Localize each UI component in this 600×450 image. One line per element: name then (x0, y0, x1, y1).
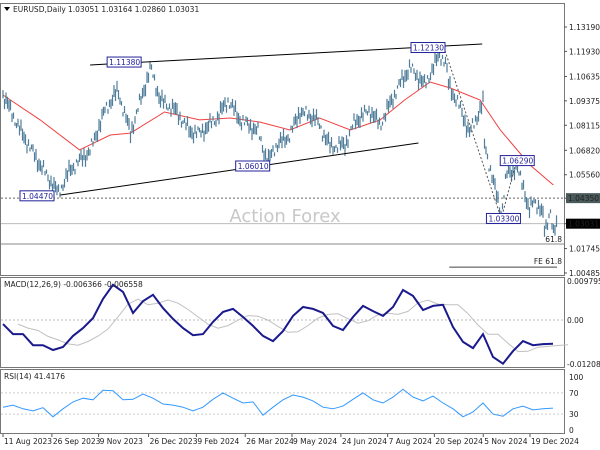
chart-symbol: EURUSD,Daily (13, 5, 66, 14)
price-label: 1.11380 (109, 58, 140, 67)
date-axis-label: 7 Aug 2024 (389, 437, 432, 446)
price-axis-label: 1.11930 (569, 47, 600, 56)
macd-title: MACD(12,26,9) -0.006366 -0.006558 (4, 280, 143, 289)
macd-panel[interactable] (0, 277, 565, 368)
price-label-box (499, 155, 535, 167)
rsi-axis-label: 0 (569, 426, 574, 435)
date-axis-label: 26 Sep 2023 (53, 437, 101, 446)
level-price-tag (566, 193, 600, 204)
rsi-line (2, 388, 554, 418)
date-axis-label: 24 Jun 2024 (342, 437, 387, 446)
price-label-box (235, 160, 271, 172)
date-axis-label: 26 Mar 2024 (246, 437, 294, 446)
chart-ohlc: 1.03051 1.03164 1.02860 1.03031 (68, 5, 199, 14)
rsi-axis-label: 30 (569, 410, 579, 419)
macd-axis-label: 0.00 (567, 316, 584, 325)
fe-level-label: FE 61.8 (534, 257, 562, 266)
rsi-title: RSI(14) 41.4176 (4, 372, 65, 381)
price-axis-label: 1.01745 (569, 245, 600, 254)
price-axis-label: 1.13190 (569, 23, 600, 32)
price-label: 1.06010 (238, 162, 269, 171)
date-axis-label: 5 Nov 2024 (484, 437, 527, 446)
macd-main-line (2, 283, 554, 366)
price-axis-label: 1.09375 (569, 97, 600, 106)
fib-level-label: 61.8 (545, 235, 562, 244)
price-label: 1.06290 (502, 157, 533, 166)
price-axis-label: 1.03031 (568, 220, 599, 229)
date-axis-label: 9 Nov 2023 (100, 437, 143, 446)
date-axis-label: 19 Dec 2024 (531, 437, 579, 446)
rsi-axis-label: 70 (569, 389, 579, 398)
macd-plot (1, 283, 569, 366)
current-price-tag (566, 218, 600, 229)
axes: 1.13190 1.11930 1.10635 1.09375 1.08115 1.068… (2, 23, 600, 446)
date-axis-label: 11 Aug 2023 (4, 437, 52, 446)
price-axis-label: 1.04350 (568, 194, 599, 203)
rsi-axis-label: 100 (569, 373, 584, 382)
date-axis-label: 9 Feb 2024 (197, 437, 239, 446)
price-label: 1.04470 (22, 192, 53, 201)
macd-axis-label: 0.009795 (567, 277, 600, 286)
price-axis-label: 1.10635 (569, 72, 600, 81)
price-label: 1.03300 (488, 214, 519, 223)
price-label-box (19, 190, 55, 202)
moving-average-line (2, 81, 554, 186)
price-axis-label: 1.05560 (569, 171, 600, 180)
macd-signal-line (17, 298, 569, 353)
price-label-box (106, 56, 142, 68)
price-axis-label: 1.08115 (569, 121, 600, 130)
price-label: 1.12130 (413, 44, 444, 53)
triangle-down-icon[interactable] (4, 7, 10, 11)
rsi-plot (1, 388, 564, 418)
price-axis-label: 1.06820 (569, 146, 600, 155)
price-axis-label: 1.00485 (569, 269, 600, 278)
date-axis-label: 20 Sep 2024 (435, 437, 483, 446)
price-label-box (485, 212, 521, 224)
watermark: Action Forex (229, 206, 341, 227)
rsi-panel[interactable] (0, 369, 565, 434)
price-plot: 61.8 FE 61.8 1.11380 1.04470 1.06010 1.12130 1… (1, 42, 564, 268)
date-axis-label: 26 Dec 2023 (150, 437, 198, 446)
price-label-box (410, 42, 446, 54)
date-axis-label: 9 May 2024 (293, 437, 337, 446)
